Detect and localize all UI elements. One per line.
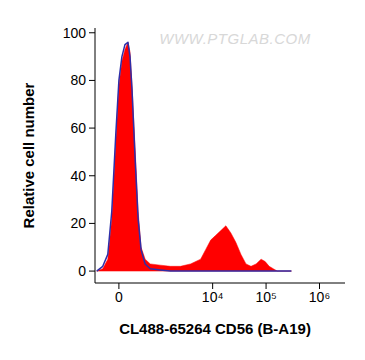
y-tick [89, 80, 95, 81]
x-tick-label: 10⁴ [202, 289, 224, 305]
histogram-area [97, 42, 292, 271]
y-tick-label: 60 [70, 120, 86, 136]
watermark: WWW.PTGLAB.COM [159, 30, 310, 47]
data-layer [97, 42, 292, 271]
x-tick-label: 10⁶ [309, 289, 330, 305]
y-axis-label: Relative cell number [20, 82, 37, 228]
x-tick-label: 10⁵ [255, 289, 276, 305]
histogram-line [97, 42, 292, 271]
y-tick-label: 100 [63, 25, 87, 41]
y-tick [89, 128, 95, 129]
y-tick [89, 271, 95, 272]
y-tick-label: 20 [70, 215, 86, 231]
y-axis [95, 28, 96, 283]
y-tick-label: 0 [78, 263, 86, 279]
y-tick-label: 80 [70, 72, 86, 88]
y-tick [89, 223, 95, 224]
x-axis [95, 283, 345, 284]
x-tick-label: 0 [115, 289, 123, 305]
y-tick [89, 175, 95, 176]
y-tick-label: 40 [70, 168, 86, 184]
chart: WWW.PTGLAB.COM 0 20 40 60 80 100 0 10⁴ 10⁵ 10⁶ CL48… [0, 0, 365, 360]
x-axis-label: CL488-65264 CD56 (B-A19) [119, 320, 311, 337]
y-tick [89, 32, 95, 33]
